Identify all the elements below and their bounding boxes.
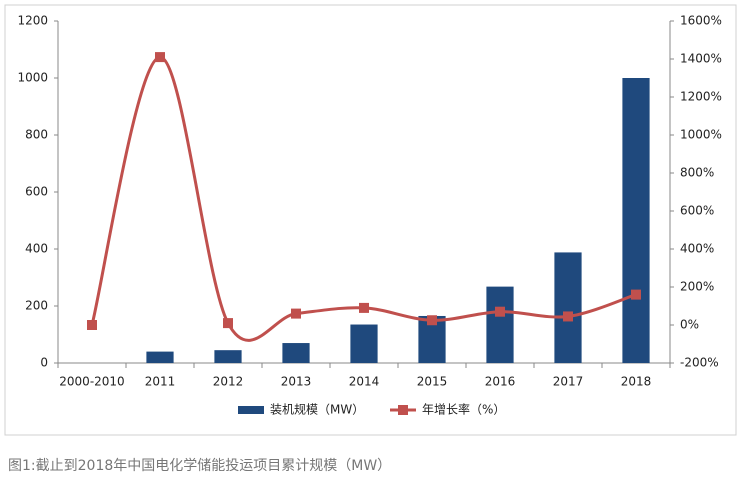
line-marker [291, 308, 301, 319]
y2-tick-label: 0% [680, 318, 699, 332]
bar [486, 286, 514, 363]
y-tick-label: 400 [25, 242, 48, 256]
line-marker [155, 52, 165, 63]
bar [214, 350, 242, 363]
y-tick-label: 1000 [17, 71, 48, 85]
bar [554, 252, 582, 363]
x-tick-label: 2018 [621, 375, 652, 389]
x-tick-label: 2011 [145, 375, 176, 389]
y2-tick-label: 1000% [680, 128, 722, 142]
y2-tick-label: 200% [680, 280, 714, 294]
bar [146, 351, 174, 363]
legend-label: 年增长率（%） [422, 402, 505, 417]
y-tick-label: 200 [25, 299, 48, 313]
line-marker [223, 318, 233, 329]
y2-tick-label: -200% [680, 356, 719, 370]
legend-label: 装机规模（MW） [270, 402, 364, 417]
chart-frame [4, 4, 737, 436]
line-marker [495, 306, 505, 317]
y2-tick-label: 1400% [680, 52, 722, 66]
bar [350, 324, 378, 363]
x-tick-label: 2012 [213, 375, 244, 389]
caption: 图1:截止到2018年中国电化学储能投运项目累计规模（MW） [8, 458, 391, 474]
line-marker [87, 320, 97, 330]
y2-tick-label: 1600% [680, 14, 722, 28]
y2-tick-label: 1200% [680, 90, 722, 104]
line-marker [563, 311, 573, 322]
bar [282, 343, 310, 363]
x-tick-label: 2014 [349, 375, 380, 389]
y-tick-label: 800 [25, 128, 48, 142]
legend-swatch [398, 405, 408, 415]
y2-tick-label: 400% [680, 242, 714, 256]
bar [622, 78, 650, 363]
y2-tick-label: 800% [680, 166, 714, 180]
x-tick-label: 2016 [485, 375, 516, 389]
line-marker [427, 315, 437, 326]
y2-tick-label: 600% [680, 204, 714, 218]
x-tick-label: 2000-2010 [59, 375, 124, 389]
y-tick-label: 600 [25, 185, 48, 199]
x-tick-label: 2015 [417, 375, 448, 389]
y-tick-label: 1200 [17, 14, 48, 28]
legend-swatch [238, 406, 264, 414]
x-tick-label: 2017 [553, 375, 584, 389]
line-marker [359, 302, 369, 313]
line-marker [631, 289, 641, 300]
y-tick-label: 0 [40, 356, 48, 370]
x-tick-label: 2013 [281, 375, 312, 389]
